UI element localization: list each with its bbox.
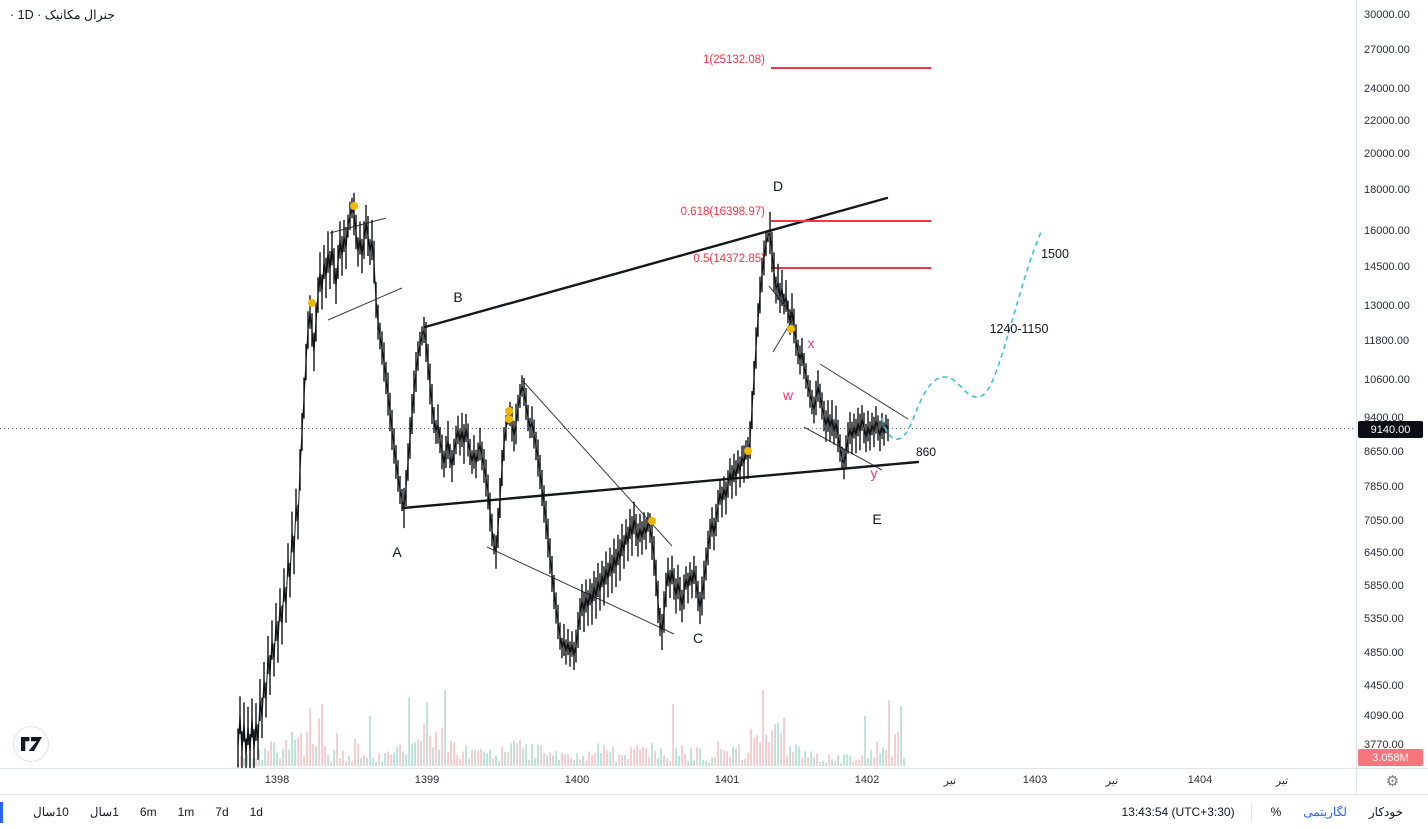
price-tick: 10600.00 [1364, 374, 1410, 386]
time-tick: 1401 [714, 774, 740, 786]
time-tick: تیر [1275, 775, 1289, 787]
trendline-thin[interactable] [486, 546, 675, 635]
bottom-toolbar: 10سال 1سال 6m 1m 7d 1d 13:43:54 (UTC+3:30) % … [0, 794, 1428, 829]
trendline-thin[interactable] [327, 287, 403, 321]
trendline-thin[interactable] [772, 316, 795, 353]
price-tick: 4450.00 [1364, 680, 1404, 692]
pivot-dot[interactable] [308, 299, 316, 307]
label-c[interactable]: C [693, 630, 703, 646]
price-tick: 30000.00 [1364, 9, 1410, 21]
price-tick: 7050.00 [1364, 515, 1404, 527]
label-a[interactable]: A [392, 544, 402, 560]
pivot-dot[interactable] [350, 202, 358, 210]
wave-labels[interactable]: B D A C Ew x y 860 1500 1240-1150 [392, 178, 1069, 646]
price-tick: 22000.00 [1364, 115, 1410, 127]
trendline-thin[interactable] [329, 217, 387, 234]
candles [237, 192, 889, 768]
price-tick: 16000.00 [1364, 225, 1410, 237]
pivot-dot[interactable] [648, 517, 656, 525]
price-tick: 5850.00 [1364, 580, 1404, 592]
trendline-thin[interactable] [522, 380, 673, 547]
projection-curve[interactable] [881, 229, 1043, 440]
price-tick: 20000.00 [1364, 148, 1410, 160]
price-scale[interactable]: 9140.00 3.058M 30000.00 27000.00 24000.00 2… [1356, 0, 1428, 768]
time-tick: 1404 [1187, 774, 1213, 786]
fib-label: 0.618(16398.97) [681, 206, 766, 218]
price-tick: 3770.00 [1364, 739, 1404, 751]
tradingview-logo[interactable] [13, 726, 49, 762]
range-button-3[interactable]: 1m [175, 803, 198, 821]
toolbar-accent-bar [0, 801, 3, 823]
price-tick: 18000.00 [1364, 184, 1410, 196]
tradingview-logo-glyph [20, 737, 42, 751]
time-tick: 1400 [564, 774, 590, 786]
time-tick: 1399 [414, 774, 440, 786]
range-button-4[interactable]: 7d [212, 803, 231, 821]
chart-canvas[interactable]: 1(25132.08) 0.618(16398.97) 0.5(14372.85) B… [0, 0, 1356, 768]
trendline-thin[interactable] [819, 363, 909, 420]
fib-label: 0.5(14372.85) [693, 253, 765, 265]
price-tick: 14500.00 [1364, 261, 1410, 273]
range-button-1[interactable]: 1سال [87, 803, 122, 821]
auto-scale-button[interactable]: خودکار [1366, 803, 1406, 821]
pivot-dot[interactable] [505, 415, 513, 423]
time-tick: تیر [1105, 775, 1119, 787]
label-y[interactable]: y [871, 465, 878, 481]
time-tick: 1403 [1022, 774, 1048, 786]
price-chart[interactable]: 1(25132.08)0.618(16398.97)0.5(14372.85)B… [0, 0, 1356, 768]
range-buttons: 10سال 1سال 6m 1m 7d 1d [30, 803, 266, 821]
price-tick: 11800.00 [1364, 335, 1410, 347]
scale-controls: 13:43:54 (UTC+3:30) % لگاریتمی خودکار [1121, 802, 1428, 822]
price-tick: 8650.00 [1364, 446, 1404, 458]
price-tick: 4090.00 [1364, 710, 1404, 722]
label-b[interactable]: B [453, 289, 462, 305]
trendline-thick[interactable] [423, 196, 889, 329]
label-1240-1150[interactable]: 1240-1150 [990, 322, 1049, 336]
price-tick: 9400.00 [1364, 412, 1404, 424]
range-button-5[interactable]: 1d [247, 803, 266, 821]
range-switcher: 10سال 1سال 6m 1m 7d 1d [0, 801, 266, 823]
label-860[interactable]: 860 [916, 445, 936, 459]
price-tick: 13000.00 [1364, 300, 1410, 312]
pivot-dot[interactable] [505, 407, 513, 415]
trendline-thick[interactable] [401, 460, 920, 510]
price-tick: 7850.00 [1364, 481, 1404, 493]
time-tick: تیر [943, 775, 957, 787]
price-tick: 5350.00 [1364, 613, 1404, 625]
percent-scale-button[interactable]: % [1268, 803, 1285, 821]
scale-settings-corner: ⚙︎ [1356, 768, 1428, 794]
log-scale-button[interactable]: لگاریتمی [1300, 803, 1350, 821]
label-1500[interactable]: 1500 [1041, 247, 1069, 261]
volume-badge: 3.058M [1358, 749, 1423, 766]
time-tick: 1402 [854, 774, 880, 786]
volume-bars [237, 690, 905, 766]
range-button-0[interactable]: 10سال [30, 803, 72, 821]
time-tick: 1398 [264, 774, 290, 786]
gear-icon[interactable]: ⚙︎ [1385, 773, 1400, 790]
pivot-dot[interactable] [787, 325, 795, 333]
label-w[interactable]: w [782, 387, 794, 403]
price-tick: 6450.00 [1364, 547, 1404, 559]
label-x[interactable]: x [808, 335, 815, 351]
pivot-dot[interactable] [744, 447, 752, 455]
label-e[interactable]: E [872, 511, 881, 527]
price-tick: 27000.00 [1364, 44, 1410, 56]
last-price-badge: 9140.00 [1358, 421, 1423, 438]
pivot-dots[interactable] [308, 202, 795, 525]
fib-levels[interactable]: 1(25132.08) 0.618(16398.97) 0.5(14372.85) [681, 54, 931, 269]
label-d[interactable]: D [773, 178, 783, 194]
toolbar-divider [1250, 802, 1252, 822]
price-tick: 24000.00 [1364, 83, 1410, 95]
clock[interactable]: 13:43:54 (UTC+3:30) [1121, 805, 1235, 819]
fib-label: 1(25132.08) [703, 54, 765, 66]
time-scale[interactable]: 1398 1399 1400 1401 1402 تیر 1403 تیر 1404 تیر [0, 768, 1356, 794]
trendline-thin[interactable] [803, 426, 883, 471]
symbol-title[interactable]: جنرال مکانیک · 1D · [10, 8, 116, 22]
price-tick: 4850.00 [1364, 647, 1404, 659]
range-button-2[interactable]: 6m [137, 803, 160, 821]
